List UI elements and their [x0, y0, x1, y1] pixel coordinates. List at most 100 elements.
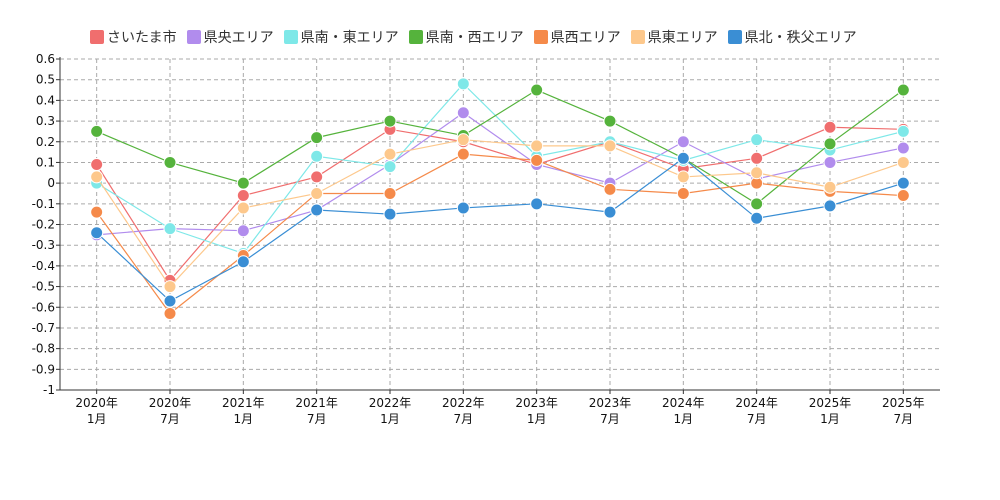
x-tick-label-year: 2023年: [589, 396, 632, 410]
x-tick-label-month: 7月: [307, 412, 327, 426]
y-tick-label: 0.4: [36, 93, 55, 107]
legend-item[interactable]: 県南・東エリア: [283, 27, 399, 47]
y-tick-label: -0.3: [32, 238, 55, 252]
legend-label: 県央エリア: [203, 30, 274, 46]
data-point: [163, 222, 177, 236]
data-point: [896, 124, 910, 138]
x-tick-label-year: 2025年: [809, 396, 852, 410]
data-point: [383, 160, 397, 174]
x-tick-label-month: 7月: [747, 412, 767, 426]
data-point: [603, 205, 617, 219]
legend: さいたま市 県央エリア 県南・東エリア 県南・西エリア 県西エリア 県東エリア 県北・秩父エ…: [90, 26, 857, 48]
x-tick-label-year: 2022年: [369, 396, 412, 410]
legend-label: 県南・西エリア: [425, 30, 524, 46]
data-point: [603, 114, 617, 128]
data-point: [90, 124, 104, 138]
data-point: [896, 189, 910, 203]
data-point: [90, 226, 104, 240]
data-point: [456, 133, 470, 147]
data-point: [456, 147, 470, 161]
x-tick-label-month: 7月: [600, 412, 620, 426]
data-point: [383, 207, 397, 221]
y-tick-label: 0.5: [36, 73, 55, 87]
data-point: [823, 180, 837, 194]
y-tick-label: 0.2: [36, 135, 55, 149]
legend-item[interactable]: 県南・西エリア: [408, 27, 524, 47]
y-tick-label: -0.6: [32, 300, 55, 314]
data-point: [676, 186, 690, 200]
data-point: [823, 199, 837, 213]
data-point: [236, 176, 250, 190]
y-tick-label: -0.7: [32, 321, 55, 335]
data-point: [603, 182, 617, 196]
data-point: [456, 201, 470, 215]
legend-label: 県東エリア: [647, 30, 718, 46]
legend-swatch: [727, 30, 742, 44]
data-point: [310, 203, 324, 217]
x-tick-label-year: 2023年: [515, 396, 558, 410]
x-tick-label-month: 7月: [454, 412, 474, 426]
data-point: [383, 147, 397, 161]
y-tick-label: 0: [47, 176, 55, 190]
data-point: [530, 139, 544, 153]
x-tick-label-month: 1月: [234, 412, 254, 426]
y-tick-label: -0.8: [32, 342, 55, 356]
x-tick-label-month: 1月: [87, 412, 107, 426]
y-tick-label: -0.2: [32, 218, 55, 232]
data-point: [383, 114, 397, 128]
data-point: [750, 166, 764, 180]
y-tick-label: -0.5: [32, 280, 55, 294]
legend-label: 県北・秩父エリア: [744, 30, 857, 46]
y-tick-label: 0.1: [36, 155, 55, 169]
data-point: [603, 139, 617, 153]
data-point: [896, 83, 910, 97]
data-point: [236, 224, 250, 238]
data-point: [383, 186, 397, 200]
data-point: [676, 151, 690, 165]
x-tick-label-month: 7月: [160, 412, 180, 426]
x-tick-label-year: 2024年: [662, 396, 705, 410]
data-point: [896, 176, 910, 190]
data-point: [896, 141, 910, 155]
legend-swatch: [90, 30, 104, 44]
x-tick-label-month: 1月: [674, 412, 694, 426]
data-point: [90, 170, 104, 184]
legend-swatch: [630, 30, 645, 44]
legend-item[interactable]: 県北・秩父エリア: [727, 27, 857, 47]
data-point: [163, 294, 177, 308]
series-line: [96, 126, 904, 282]
data-point: [456, 106, 470, 120]
legend-item[interactable]: 県央エリア: [186, 27, 274, 47]
data-point: [310, 131, 324, 145]
data-point: [823, 120, 837, 134]
legend-label: さいたま市: [107, 30, 177, 46]
y-tick-label: 0.6: [36, 52, 55, 66]
series-line: [96, 82, 904, 255]
legend-item[interactable]: 県西エリア: [533, 27, 621, 47]
legend-swatch: [283, 30, 298, 44]
legend-label: 県西エリア: [550, 30, 621, 46]
x-tick-label-month: 1月: [380, 412, 400, 426]
series-line: [96, 157, 904, 302]
legend-item[interactable]: 県東エリア: [630, 27, 718, 47]
data-point: [750, 133, 764, 147]
data-point: [823, 155, 837, 169]
x-tick-label-year: 2025年: [882, 396, 925, 410]
series-line: [96, 89, 904, 205]
legend-swatch: [408, 30, 423, 44]
data-point: [236, 255, 250, 269]
data-point: [456, 77, 470, 91]
data-point: [310, 186, 324, 200]
y-tick-label: 0.3: [36, 114, 55, 128]
x-tick-label-month: 1月: [527, 412, 547, 426]
data-point: [310, 149, 324, 163]
legend-label: 県南・東エリア: [300, 30, 399, 46]
x-tick-label-year: 2020年: [149, 396, 192, 410]
data-point: [163, 155, 177, 169]
x-tick-label-month: 1月: [820, 412, 840, 426]
y-tick-label: -0.1: [32, 197, 55, 211]
series-line: [96, 153, 904, 315]
data-point: [530, 83, 544, 97]
legend-item[interactable]: さいたま市: [90, 27, 177, 47]
